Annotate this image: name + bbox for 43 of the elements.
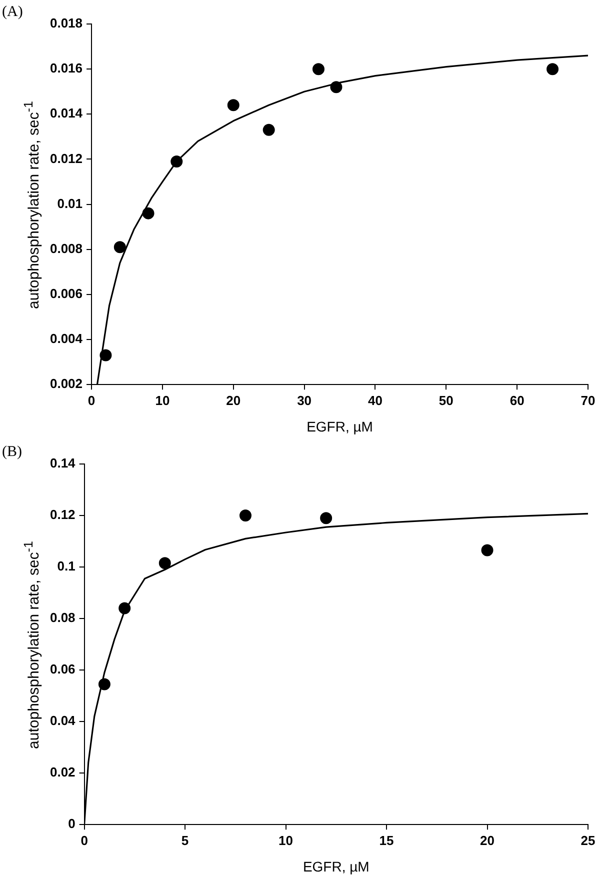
- x-tick-label: 10: [278, 832, 294, 848]
- y-tick-label: 0: [68, 816, 76, 832]
- y-tick-label: 0.14: [50, 456, 76, 471]
- chart-title: (A): [2, 4, 23, 21]
- point: [239, 510, 252, 522]
- point: [320, 512, 332, 524]
- y-tick-label: 0.016: [50, 60, 83, 76]
- x-tick-label: 10: [155, 392, 170, 408]
- x-tick-label: 25: [580, 832, 596, 848]
- x-tick-label: 40: [368, 392, 382, 408]
- y-tick-label: 0.018: [50, 16, 83, 31]
- x-tick-label: 0: [88, 392, 96, 408]
- x-tick-label: 5: [181, 832, 189, 848]
- y-tick-label: 0.006: [50, 286, 83, 302]
- y-tick-label: 0.008: [50, 240, 83, 256]
- y-tick-label: 0.002: [50, 376, 83, 392]
- chart-title: (B): [2, 444, 22, 461]
- x-tick-label: 50: [438, 392, 454, 408]
- y-tick-label: 0.12: [50, 507, 76, 522]
- point: [481, 544, 494, 556]
- x-tick-label: 70: [580, 392, 596, 408]
- point: [158, 557, 171, 570]
- x-tick-label: 20: [226, 392, 241, 408]
- point: [262, 124, 275, 136]
- y-tick-label: 0.1: [57, 558, 76, 574]
- y-tick-label: 0.012: [50, 150, 83, 166]
- y-tick-label: 0.01: [57, 196, 83, 211]
- point: [312, 63, 324, 76]
- point: [227, 99, 240, 112]
- x-tick-label: 20: [480, 832, 494, 848]
- point: [546, 63, 559, 76]
- x-tick-label: 30: [297, 392, 312, 408]
- y-tick-label: 0.014: [50, 106, 84, 121]
- x-tick-label: 60: [510, 392, 524, 408]
- point: [114, 241, 126, 254]
- y-tick-label: 0.04: [50, 713, 76, 728]
- y-tick-label: 0.02: [50, 764, 76, 780]
- y-tick-label: 0.08: [50, 610, 76, 626]
- x-tick-label: 15: [379, 832, 394, 848]
- y-tick-label: 0.004: [50, 331, 84, 346]
- x-axis-title: EGFR, µM: [302, 858, 370, 874]
- y-tick-label: 0.06: [50, 662, 76, 677]
- x-axis-title: EGFR, µM: [306, 418, 373, 434]
